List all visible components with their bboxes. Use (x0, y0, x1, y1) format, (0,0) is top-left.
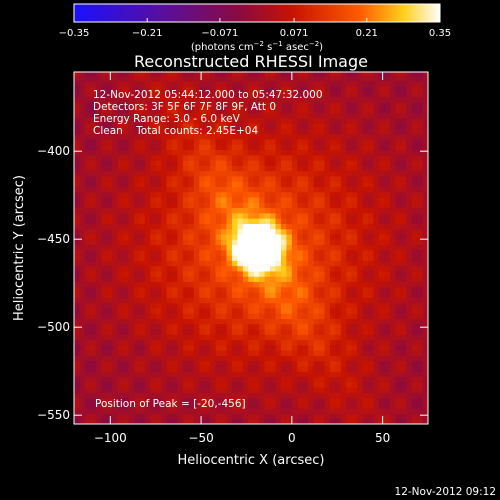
x-axis-label: Heliocentric X (arcsec) (178, 453, 325, 468)
colorbar-tick-label: −0.21 (132, 28, 163, 39)
x-tick-label: −50 (188, 431, 213, 445)
info-line-clean: Clean Total counts: 2.45E+04 (93, 125, 258, 137)
info-line-detectors: Detectors: 3F 5F 6F 7F 8F 9F, Att 0 (93, 101, 276, 113)
axis-ticks: −100 −50 0 50−400−450−500−550 (37, 72, 428, 445)
colorbar-tick-label: 0.071 (280, 28, 309, 39)
plot-frame (73, 71, 429, 425)
colorbar (73, 3, 441, 23)
y-tick-label: −550 (37, 408, 70, 422)
colorbar-tick-label: −0.071 (201, 28, 238, 39)
x-tick-label: 0 (288, 431, 296, 445)
y-tick-label: −500 (37, 320, 70, 334)
colorbar-label: (photons cm−2 s−1 asec−2) (191, 40, 323, 53)
colorbar-ticks: −0.35 −0.21 −0.071 0.071 0.21 0.35 (59, 18, 451, 39)
info-line-time: 12-Nov-2012 05:44:12.000 to 05:47:32.000 (93, 89, 323, 101)
info-block: 12-Nov-2012 05:44:12.000 to 05:47:32.000… (93, 89, 323, 137)
y-tick-label: −400 (37, 144, 70, 158)
chart-title: Reconstructed RHESSI Image (134, 52, 368, 71)
info-line-energy: Energy Range: 3.0 - 6.0 keV (93, 113, 241, 125)
colorbar-tick-label: 0.21 (356, 28, 378, 39)
x-tick-label: −100 (94, 431, 127, 445)
colorbar-tick-label: −0.35 (59, 28, 90, 39)
y-axis-label: Heliocentric Y (arcsec) (12, 175, 27, 321)
heatmap (74, 72, 428, 424)
colorbar-tick-label: 0.35 (429, 28, 451, 39)
timestamp: 12-Nov-2012 09:12 (395, 486, 496, 498)
y-tick-label: −450 (37, 232, 70, 246)
peak-position-label: Position of Peak = [-20,-456] (95, 398, 246, 410)
x-tick-label: 50 (375, 431, 390, 445)
